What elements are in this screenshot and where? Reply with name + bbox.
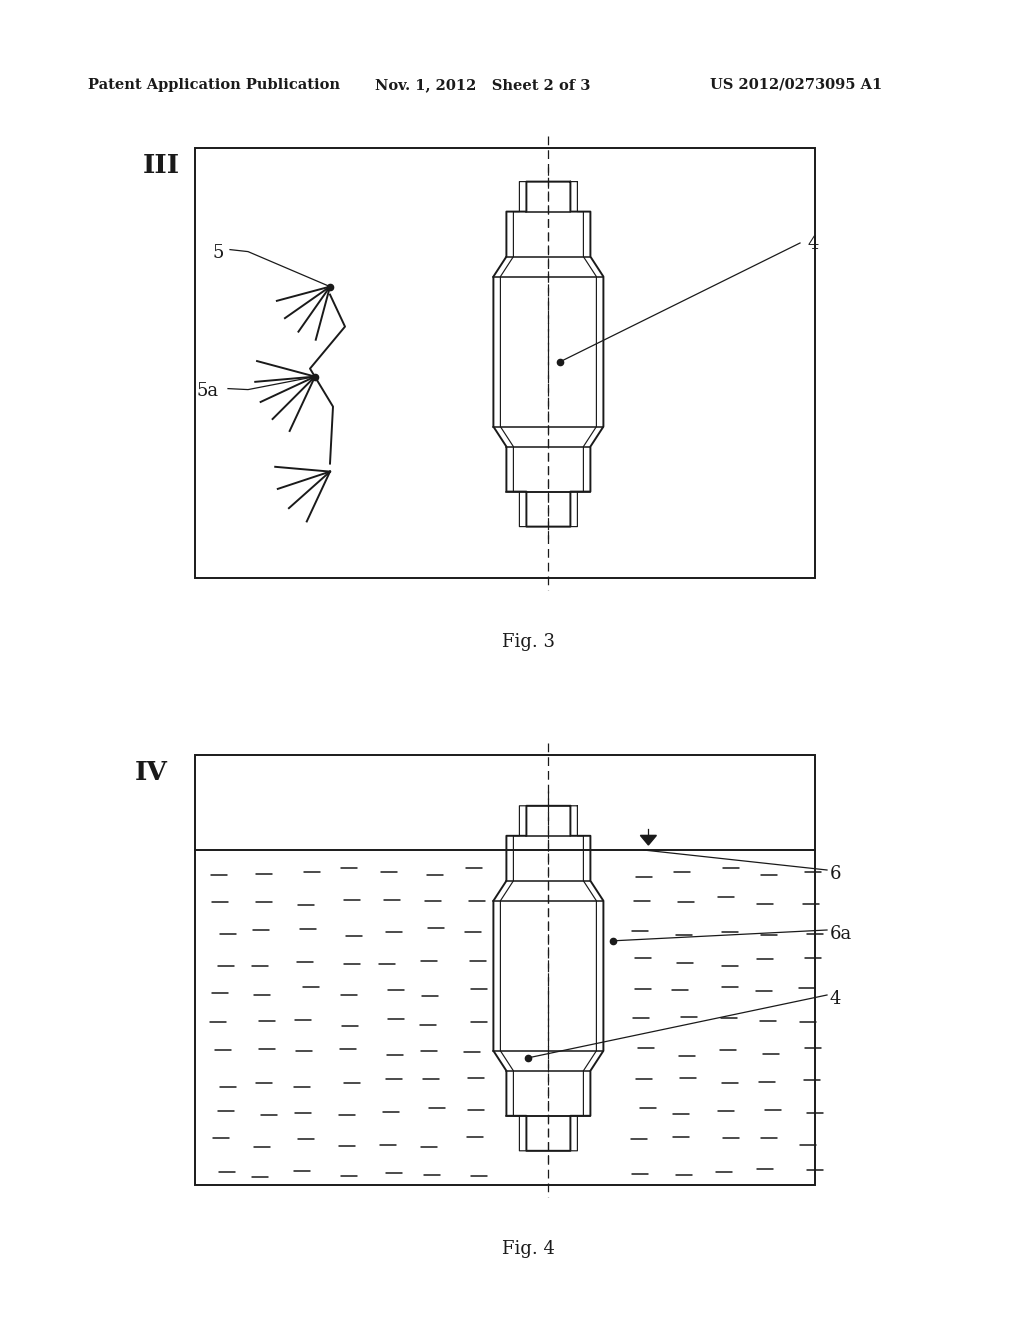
Bar — [195, 148, 815, 578]
Text: III: III — [143, 153, 180, 178]
Bar — [195, 755, 815, 1185]
Text: 6: 6 — [830, 865, 842, 883]
Text: 5a: 5a — [196, 381, 218, 400]
Text: 6a: 6a — [830, 925, 852, 942]
Text: 4: 4 — [830, 990, 842, 1008]
Text: 4: 4 — [808, 235, 819, 253]
Text: 5: 5 — [212, 244, 223, 261]
Text: IV: IV — [135, 760, 168, 785]
Polygon shape — [640, 836, 656, 845]
Text: US 2012/0273095 A1: US 2012/0273095 A1 — [710, 78, 883, 92]
Text: Fig. 4: Fig. 4 — [502, 1239, 555, 1258]
Text: Nov. 1, 2012   Sheet 2 of 3: Nov. 1, 2012 Sheet 2 of 3 — [375, 78, 591, 92]
Text: Patent Application Publication: Patent Application Publication — [88, 78, 340, 92]
Text: Fig. 3: Fig. 3 — [502, 634, 555, 651]
